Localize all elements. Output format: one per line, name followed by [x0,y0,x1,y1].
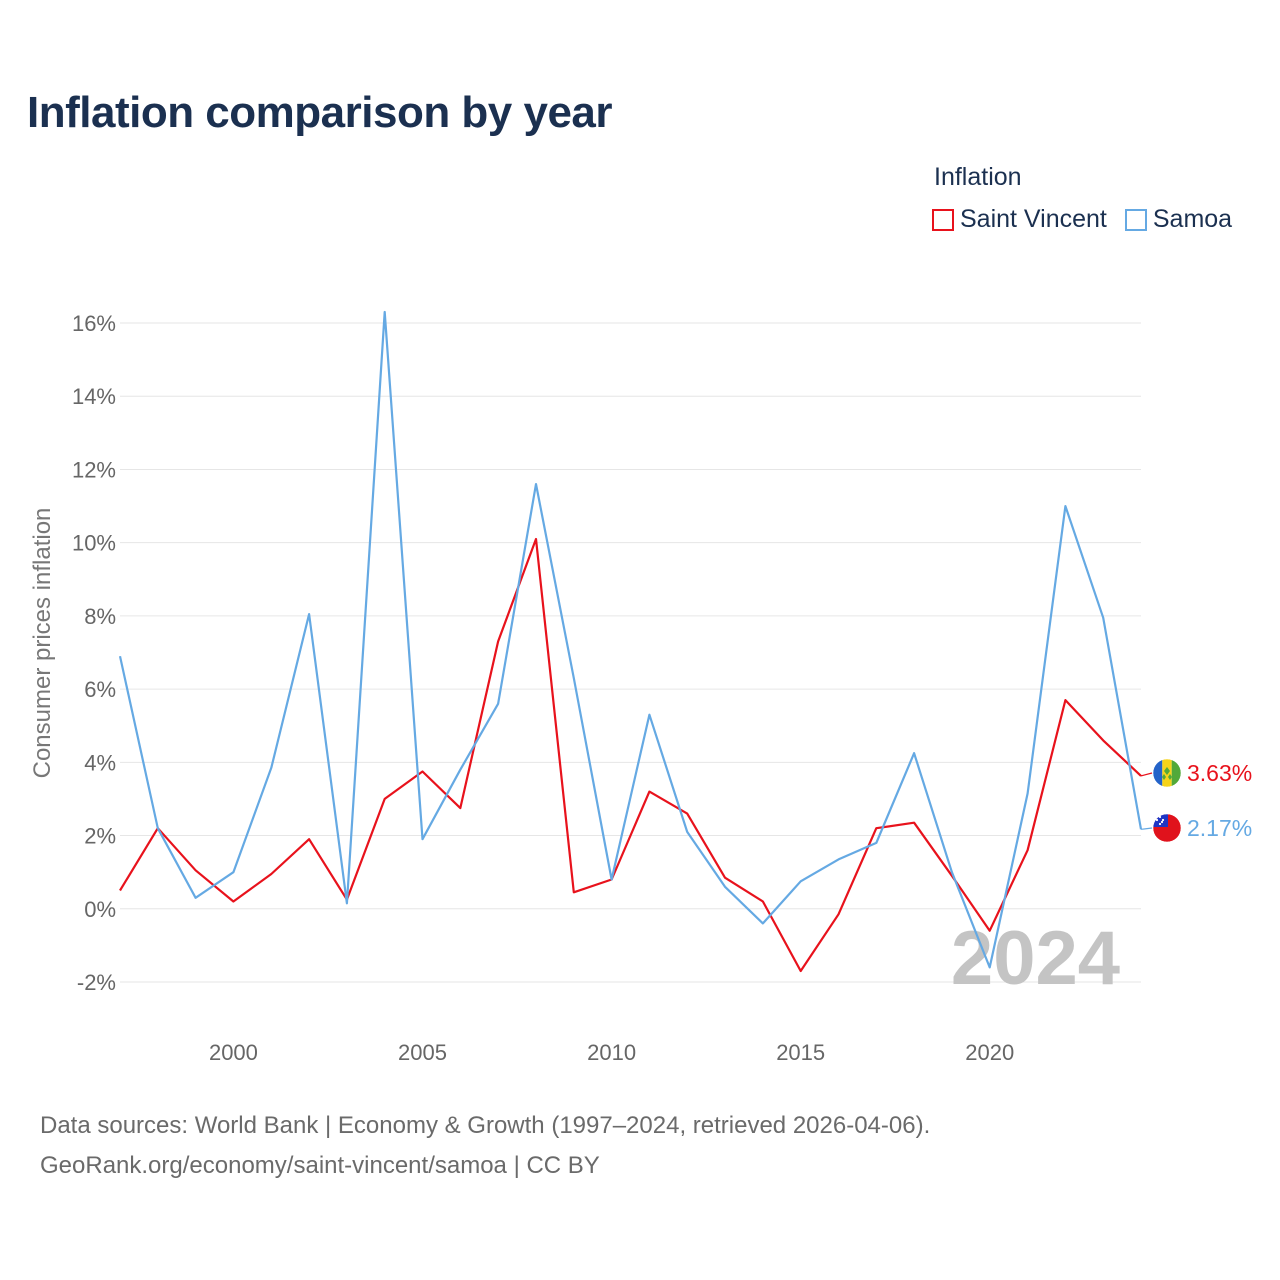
data-source-note: Data sources: World Bank | Economy & Gro… [40,1112,931,1139]
x-tick-label: 2000 [209,1040,258,1065]
y-tick-label: 14% [72,384,116,409]
series-line-saint-vincent [119,537,1142,973]
end-connector [1140,772,1153,777]
year-watermark: 2024 [951,916,1120,1001]
end-value-label-saint-vincent: 3.63% [1187,760,1252,786]
y-tick-label: 2% [84,824,116,849]
y-tick-label: 10% [72,531,116,556]
page-title: Inflation comparison by year [27,88,613,137]
line-chart: -2%0%2%4%6%8%10%12%14%16% 2000 2005 2010 20… [29,310,1252,1065]
end-markers: 3.63% 2.17% [1140,758,1252,843]
end-connector [1140,827,1153,830]
legend-item-samoa[interactable]: Samoa [1124,205,1233,234]
y-axis-ticks: -2% 0% 2% 4% 6% 8% 10% 12% 14% 16% [72,311,116,995]
flag-icon-samoa [1152,813,1182,843]
y-axis-label: Consumer prices inflation [29,508,56,779]
legend-label-samoa: Samoa [1152,205,1233,233]
legend-swatch-samoa [1124,208,1147,231]
x-axis-ticks: 2000 2005 2010 2015 2020 [209,1040,1014,1065]
footer: Data sources: World Bank | Economy & Gro… [40,1106,930,1186]
y-tick-label: -2% [77,970,116,995]
y-tick-label: 16% [72,311,116,336]
series-line-samoa [118,310,1143,969]
legend-item-saint-vincent[interactable]: Saint Vincent [932,205,1107,234]
x-tick-label: 2015 [776,1040,825,1065]
legend-title: Inflation [934,163,1022,191]
x-tick-label: 2020 [965,1040,1014,1065]
y-tick-label: 8% [84,604,116,629]
y-tick-label: 6% [84,677,116,702]
legend: Saint Vincent Samoa [932,205,1250,234]
legend-swatch-saint-vincent [932,208,954,231]
end-value-label-samoa: 2.17% [1187,815,1252,841]
y-tick-label: 0% [84,897,116,922]
x-tick-label: 2005 [398,1040,447,1065]
flag-icon-saint-vincent [1152,758,1182,788]
source-link[interactable]: GeoRank.org/economy/saint-vincent/samoa … [40,1152,600,1179]
gridlines [120,322,1141,983]
legend-label-saint-vincent: Saint Vincent [960,205,1107,233]
series-lines [118,310,1143,973]
y-tick-label: 4% [84,750,116,775]
y-tick-label: 12% [72,457,116,482]
x-tick-label: 2010 [587,1040,636,1065]
